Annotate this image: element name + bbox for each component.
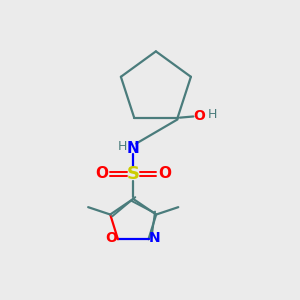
Text: H: H bbox=[118, 140, 127, 153]
Text: N: N bbox=[127, 141, 140, 156]
Text: O: O bbox=[95, 167, 108, 182]
Text: O: O bbox=[106, 231, 117, 245]
Text: H: H bbox=[207, 109, 217, 122]
Text: S: S bbox=[127, 165, 140, 183]
Text: N: N bbox=[149, 231, 161, 245]
Text: O: O bbox=[158, 167, 172, 182]
Text: O: O bbox=[193, 110, 205, 124]
